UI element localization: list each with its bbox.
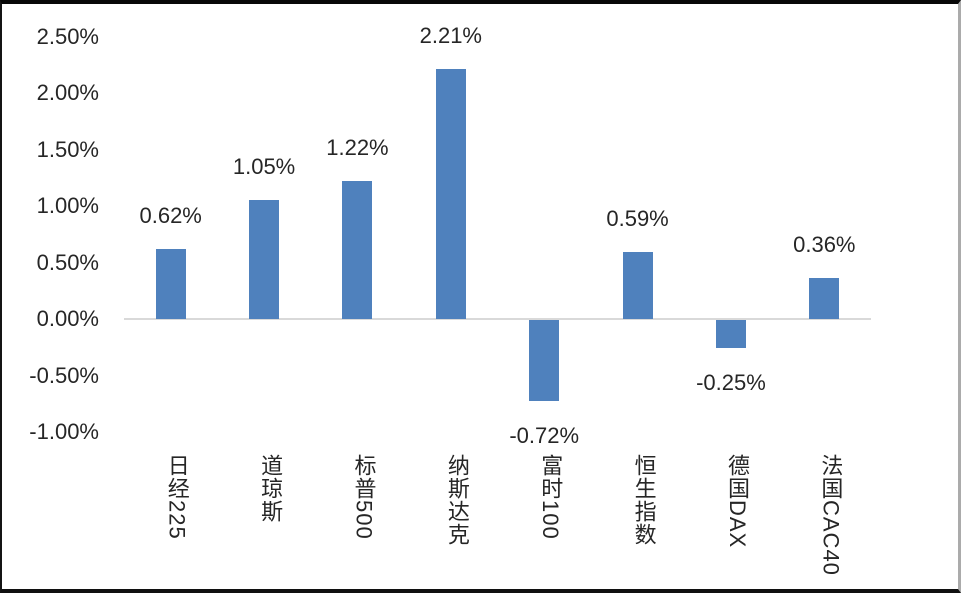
bar-富时100 (529, 320, 560, 402)
bar-标普500 (342, 181, 373, 319)
bar-法国CAC40 (809, 278, 840, 319)
x-category-label: 德国DAX (724, 454, 750, 549)
y-tick-label: 0.50% (36, 249, 99, 275)
bar-恒生指数 (622, 252, 653, 319)
x-category-label: 恒生指数 (631, 454, 657, 546)
y-tick-label: 1.00% (36, 193, 99, 218)
x-category-label: 法国CAC40 (818, 454, 844, 576)
bar-日经225 (155, 248, 186, 319)
data-label: -0.25% (696, 370, 766, 396)
x-category-label: 标普500 (351, 454, 377, 540)
y-tick-label: -0.50% (29, 362, 99, 388)
x-category-label: 富时100 (538, 454, 564, 540)
data-label: -0.72% (509, 423, 580, 449)
y-tick-label: 2.00% (36, 80, 99, 105)
x-category-label: 纳斯达克 (444, 454, 470, 546)
zero-axis-line (124, 318, 871, 320)
data-label: 1.05% (232, 154, 296, 180)
data-label: 0.62% (139, 202, 202, 228)
y-tick-label: 2.50% (36, 23, 99, 49)
bar-纳斯达克 (435, 69, 466, 319)
data-label: 0.59% (606, 206, 669, 232)
data-label: 1.22% (326, 135, 389, 161)
y-tick-label: 0.00% (36, 306, 99, 331)
y-tick-label: 1.50% (36, 136, 99, 162)
y-tick-label: -1.00% (29, 419, 99, 444)
data-label: 0.36% (793, 232, 856, 258)
x-category-label: 道琼斯 (258, 454, 284, 523)
bar-道琼斯 (249, 200, 280, 319)
bar-德国DAX (715, 320, 746, 349)
data-label: 2.21% (419, 23, 482, 49)
x-category-label: 日经225 (164, 454, 190, 540)
